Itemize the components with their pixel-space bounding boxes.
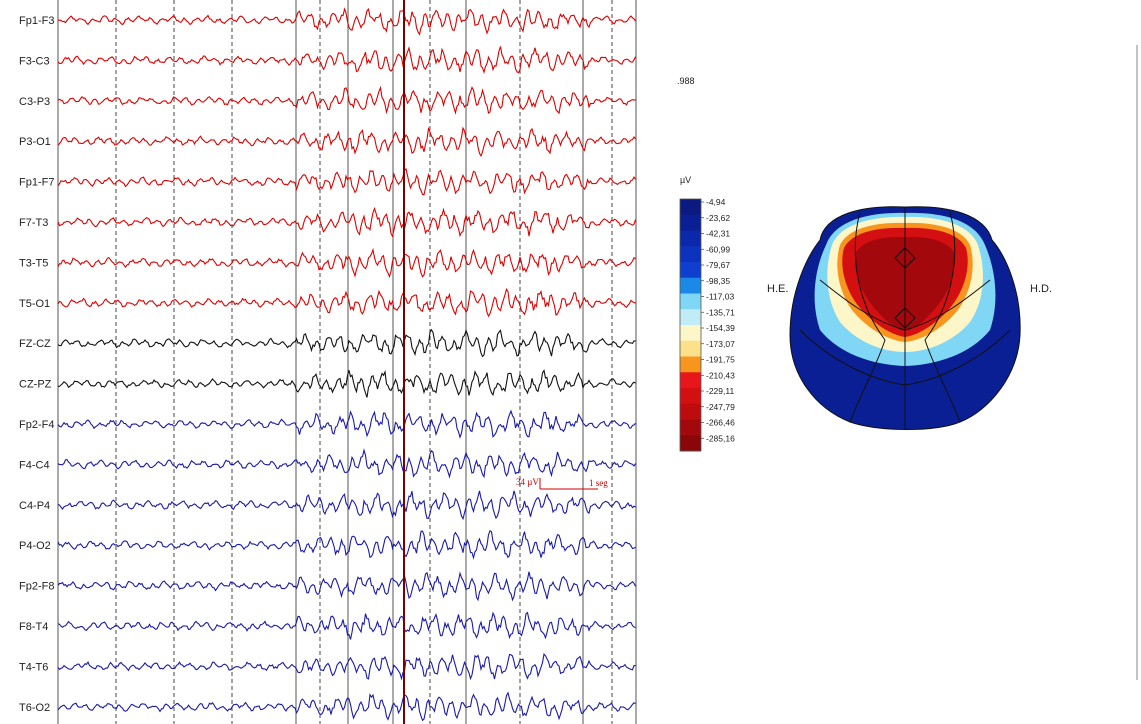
colorbar-label: -98,35 — [706, 276, 730, 286]
eeg-trace-f4-c4 — [57, 448, 636, 479]
channel-label: Fp1-F7 — [19, 177, 54, 189]
topomap-outline — [799, 329, 1011, 386]
colorbar-label: -135,71 — [706, 307, 735, 317]
colorbar-swatch — [680, 199, 701, 216]
scale-time-label: 1 seg — [589, 478, 608, 488]
channel-label: C4-P4 — [19, 500, 50, 512]
colorbar-swatch — [680, 214, 701, 231]
colorbar-label: -4,94 — [706, 197, 726, 207]
eeg-trace-p3-o1 — [57, 126, 636, 158]
channel-label: T5-O1 — [19, 298, 50, 310]
colorbar-swatch — [680, 356, 701, 373]
eeg-trace-f8-t4 — [57, 611, 636, 640]
colorbar-label: -173,07 — [706, 339, 735, 349]
colorbar-swatch — [680, 419, 701, 436]
topomap-right-label: H.D. — [1030, 283, 1052, 295]
topomap-outline — [894, 247, 916, 269]
channel-label: F3-C3 — [19, 55, 50, 67]
scale-bar: 34 µV 1 seg — [516, 477, 608, 490]
channel-label: Fp2-F8 — [19, 581, 54, 593]
colorbar-label: -42,31 — [706, 229, 730, 239]
eeg-trace-t3-t5 — [57, 247, 636, 279]
eeg-trace-c3-p3 — [57, 85, 636, 115]
colorbar-label: -229,11 — [706, 386, 734, 396]
colorbar-label: -247,79 — [706, 402, 735, 412]
colorbar-swatch — [680, 277, 701, 294]
eeg-trace-fp1-f7 — [57, 167, 636, 196]
colorbar-swatch — [680, 262, 701, 279]
colorbar-swatch — [680, 388, 701, 405]
eeg-traces — [57, 7, 637, 722]
colorbar-swatch — [680, 230, 701, 247]
corner-value: .988 — [677, 76, 695, 86]
channel-label: F8-T4 — [19, 621, 48, 633]
colorbar-label: -285,16 — [706, 433, 735, 443]
channel-label: P4-O2 — [19, 540, 51, 552]
channel-label: Fp2-F4 — [19, 419, 54, 431]
colorbar-label: -191,75 — [706, 355, 735, 365]
topomap-outline — [924, 211, 961, 423]
colorbar-swatch — [680, 340, 701, 357]
eeg-trace-t4-t6 — [57, 653, 636, 681]
topomap-outline — [894, 307, 916, 329]
topomap-outline — [789, 206, 1021, 430]
channel-label: F7-T3 — [19, 217, 48, 229]
colorbar-label: -60,99 — [706, 244, 730, 254]
topomap-outline — [819, 279, 991, 331]
topomap-outline — [849, 211, 886, 423]
colorbar-label: -79,67 — [706, 260, 730, 270]
colorbar-swatch — [680, 246, 701, 263]
colorbar-swatch — [680, 293, 701, 310]
colorbar-swatch — [680, 325, 701, 342]
eeg-trace-f3-c3 — [57, 46, 636, 74]
eeg-trace-c4-p4 — [57, 490, 636, 521]
channel-label: F4-C4 — [19, 459, 50, 471]
channel-label: C3-P3 — [19, 96, 50, 108]
channel-label: FZ-CZ — [19, 338, 51, 350]
colorbar-label: -23,62 — [706, 213, 730, 223]
eeg-trace-fp2-f8 — [57, 571, 636, 602]
colorbar-frame — [679, 198, 702, 452]
eeg-trace-t5-o1 — [57, 287, 636, 318]
eeg-trace-f7-t3 — [57, 206, 637, 238]
channel-label: CZ-PZ — [19, 379, 52, 391]
colorbar-swatch — [680, 309, 701, 326]
colorbar-swatch — [680, 372, 701, 389]
eeg-trace-cz-pz — [57, 369, 636, 398]
colorbar-swatch — [680, 435, 701, 452]
channel-label: P3-O1 — [19, 136, 51, 148]
channel-label: T4-T6 — [19, 661, 48, 673]
colorbar-label: -266,46 — [706, 418, 735, 428]
eeg-channel-labels: Fp1-F3 F3-C3 C3-P3 P3-O1 Fp1-F7 F7-T3 T3-T5 T5-… — [19, 15, 54, 714]
eeg-trace-fz-cz — [57, 328, 636, 358]
eeg-trace-p4-o2 — [57, 529, 636, 560]
eeg-trace-t6-o2 — [57, 691, 636, 722]
colorbar-swatch — [680, 403, 701, 420]
colorbar-unit: µV — [680, 175, 691, 185]
channel-label: T3-T5 — [19, 257, 48, 269]
colorbar-label: -210,43 — [706, 370, 735, 380]
eeg-trace-fp2-f4 — [57, 409, 636, 439]
scalp-topomap: H.E. H.D. — [767, 206, 1052, 430]
topomap-left-label: H.E. — [767, 283, 788, 295]
colorbar: -4,94 -23,62 -42,31 -60,99 -79,67 -98,35 -117,… — [679, 197, 735, 452]
colorbar-label: -117,03 — [706, 292, 734, 302]
eeg-time-grid — [57, 0, 637, 724]
scale-amplitude-label: 34 µV — [516, 477, 539, 487]
colorbar-label: -154,39 — [706, 323, 735, 333]
channel-label: Fp1-F3 — [19, 15, 54, 27]
channel-label: T6-O2 — [19, 702, 50, 714]
eeg-trace-fp1-f3 — [57, 7, 636, 36]
